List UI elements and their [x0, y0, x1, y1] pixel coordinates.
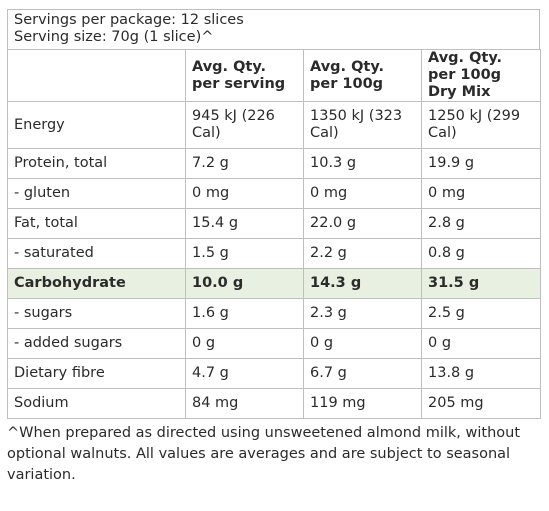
row-label: Energy [7, 101, 186, 149]
row-label: Fat, total [7, 208, 186, 239]
row-label: - added sugars [7, 328, 186, 359]
value-per-100g-dry: 0 g [421, 328, 541, 359]
value-per-100g: 0 mg [303, 178, 422, 209]
column-header-per-100g-dry-mix: Avg. Qty. per 100g Dry Mix [421, 49, 541, 102]
servings-per-package: Servings per package: 12 slices [14, 12, 244, 28]
value-per-serving: 7.2 g [185, 148, 304, 179]
value-per-100g-dry: 205 mg [421, 388, 541, 419]
row-label: Protein, total [7, 148, 186, 179]
value-per-100g-dry: 2.8 g [421, 208, 541, 239]
value-per-100g-dry: 2.5 g [421, 298, 541, 329]
row-label: - saturated [7, 238, 186, 269]
nutrition-panel: Servings per package: 12 slices Serving … [7, 9, 541, 486]
value-per-100g-dry: 31.5 g [421, 268, 541, 299]
value-per-serving: 15.4 g [185, 208, 304, 239]
column-header-nutrient [7, 49, 186, 102]
table-row-saturated: - saturated 1.5 g 2.2 g 0.8 g [7, 238, 541, 269]
table-row-energy: Energy 945 kJ (226 Cal) 1350 kJ (323 Cal… [7, 101, 541, 149]
value-per-100g-dry: 19.9 g [421, 148, 541, 179]
table-row-gluten: - gluten 0 mg 0 mg 0 mg [7, 178, 541, 209]
footnote: ^When prepared as directed using unsweet… [7, 425, 521, 483]
value-per-100g: 14.3 g [303, 268, 422, 299]
table-row-fibre: Dietary fibre 4.7 g 6.7 g 13.8 g [7, 358, 541, 389]
serving-size: Serving size: 70g (1 slice)^ [14, 29, 214, 45]
column-header-per-serving: Avg. Qty. per serving [185, 49, 304, 102]
table-row-protein: Protein, total 7.2 g 10.3 g 19.9 g [7, 148, 541, 179]
value-per-serving: 1.5 g [185, 238, 304, 269]
value-per-serving: 0 mg [185, 178, 304, 209]
row-label: - gluten [7, 178, 186, 209]
value-per-100g: 2.2 g [303, 238, 422, 269]
value-per-100g: 119 mg [303, 388, 422, 419]
table-row-sodium: Sodium 84 mg 119 mg 205 mg [7, 388, 541, 419]
value-per-serving: 10.0 g [185, 268, 304, 299]
row-label: - sugars [7, 298, 186, 329]
value-per-serving: 0 g [185, 328, 304, 359]
nutrition-header: Servings per package: 12 slices Serving … [7, 9, 540, 49]
table-header-row: Avg. Qty. per serving Avg. Qty. per 100g… [7, 49, 541, 102]
value-per-serving: 4.7 g [185, 358, 304, 389]
value-per-100g: 2.3 g [303, 298, 422, 329]
value-per-100g-dry: 13.8 g [421, 358, 541, 389]
value-per-100g: 10.3 g [303, 148, 422, 179]
row-label: Carbohydrate [7, 268, 186, 299]
value-per-100g-dry: 0.8 g [421, 238, 541, 269]
row-label: Dietary fibre [7, 358, 186, 389]
value-per-100g-dry: 0 mg [421, 178, 541, 209]
value-per-serving: 1.6 g [185, 298, 304, 329]
value-per-100g: 0 g [303, 328, 422, 359]
value-per-serving: 945 kJ (226 Cal) [185, 101, 304, 149]
value-per-100g: 22.0 g [303, 208, 422, 239]
value-per-100g: 6.7 g [303, 358, 422, 389]
table-row-added-sugars: - added sugars 0 g 0 g 0 g [7, 328, 541, 359]
value-per-serving: 84 mg [185, 388, 304, 419]
table-row-sugars: - sugars 1.6 g 2.3 g 2.5 g [7, 298, 541, 329]
value-per-100g-dry: 1250 kJ (299 Cal) [421, 101, 541, 149]
table-row-fat: Fat, total 15.4 g 22.0 g 2.8 g [7, 208, 541, 239]
value-per-100g: 1350 kJ (323 Cal) [303, 101, 422, 149]
nutrition-table: Avg. Qty. per serving Avg. Qty. per 100g… [7, 49, 541, 419]
column-header-per-100g: Avg. Qty. per 100g [303, 49, 422, 102]
row-label: Sodium [7, 388, 186, 419]
table-row-carbohydrate: Carbohydrate 10.0 g 14.3 g 31.5 g [7, 268, 541, 299]
